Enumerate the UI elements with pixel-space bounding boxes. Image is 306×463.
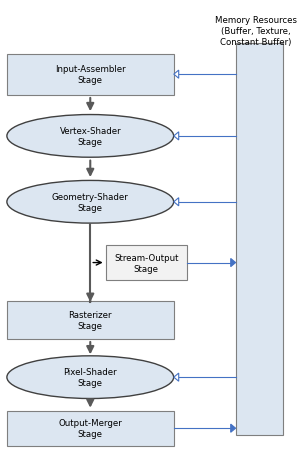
Text: Vertex-Shader
Stage: Vertex-Shader Stage <box>59 126 121 147</box>
Text: Geometry-Shader
Stage: Geometry-Shader Stage <box>52 192 129 213</box>
Polygon shape <box>174 71 179 79</box>
Text: Rasterizer
Stage: Rasterizer Stage <box>69 310 112 331</box>
FancyBboxPatch shape <box>236 44 283 435</box>
Polygon shape <box>231 424 236 432</box>
Ellipse shape <box>7 115 174 158</box>
Text: Output-Merger
Stage: Output-Merger Stage <box>58 418 122 438</box>
Text: Pixel-Shader
Stage: Pixel-Shader Stage <box>63 367 117 388</box>
Text: Memory Resources
(Buffer, Texture,
Constant Buffer): Memory Resources (Buffer, Texture, Const… <box>215 16 297 47</box>
Text: Input-Assembler
Stage: Input-Assembler Stage <box>55 65 125 85</box>
Ellipse shape <box>7 356 174 399</box>
Polygon shape <box>174 198 179 206</box>
FancyBboxPatch shape <box>7 301 174 339</box>
FancyBboxPatch shape <box>7 411 174 445</box>
Text: Stream-Output
Stage: Stream-Output Stage <box>114 253 178 273</box>
FancyBboxPatch shape <box>7 55 174 95</box>
Polygon shape <box>231 259 236 267</box>
Polygon shape <box>174 373 179 382</box>
Ellipse shape <box>7 181 174 224</box>
Polygon shape <box>174 132 179 141</box>
FancyBboxPatch shape <box>106 245 187 280</box>
